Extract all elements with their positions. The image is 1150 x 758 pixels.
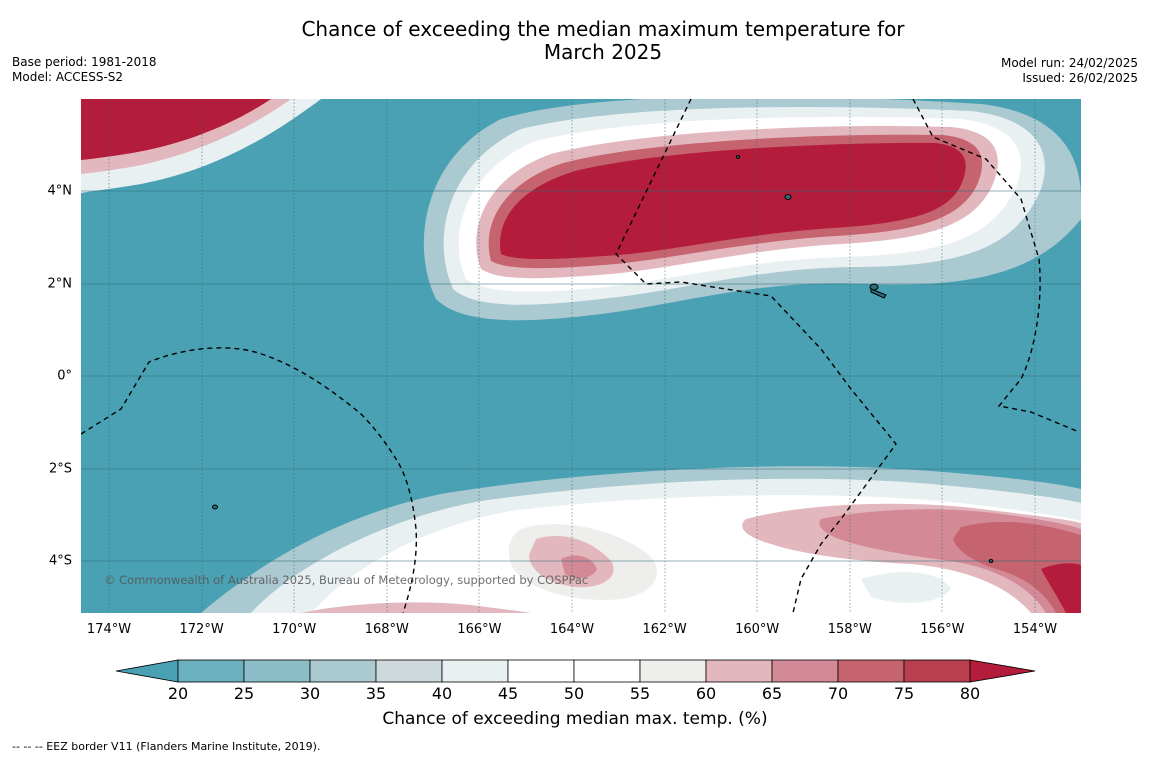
eez-borders: [81, 99, 1080, 613]
colorbar-segment: [573, 659, 641, 683]
warm-anomaly-north: [423, 99, 1081, 321]
colorbar-extend-low: [116, 659, 179, 683]
latitude-label: 2°S: [48, 461, 72, 477]
meta-right: Model run: 24/02/2025 Issued: 26/02/2025: [1001, 56, 1138, 86]
longitude-label: 162°W: [642, 622, 687, 637]
longitude-label: 160°W: [735, 622, 780, 637]
latitude-label: 4°N: [47, 183, 73, 199]
colorbar-segment: [903, 659, 971, 683]
colorbar-segment: [309, 659, 377, 683]
colorbar-tick-label: 60: [695, 684, 717, 703]
colorbar: [116, 659, 1036, 683]
longitude-label: 172°W: [179, 622, 224, 637]
colorbar-tick-label: 45: [497, 684, 519, 703]
colorbar-tick-label: 40: [431, 684, 453, 703]
model-run-date: Model run: 24/02/2025: [1000, 56, 1138, 70]
eez-legend-note: -- -- -- EEZ border V11 (Flanders Marine…: [12, 740, 321, 753]
colorbar-tick-label: 20: [167, 684, 189, 703]
islands: [212, 155, 994, 563]
colorbar-tick-label: 75: [893, 684, 915, 703]
copyright-notice: © Commonwealth of Australia 2025, Bureau…: [104, 573, 589, 587]
colorbar-tick-label: 65: [761, 684, 783, 703]
latitude-label: 0°: [57, 368, 72, 384]
title-line-2: March 2025: [543, 40, 663, 64]
colorbar-label: Chance of exceeding median max. temp. (%…: [382, 709, 768, 729]
graticule: [81, 99, 1081, 613]
map-title: Chance of exceeding the median maximum t…: [0, 18, 1150, 64]
colorbar-tick-label: 35: [365, 684, 387, 703]
colorbar-segment: [243, 659, 311, 683]
longitude-label: 164°W: [549, 622, 595, 637]
colorbar-segment: [705, 659, 773, 683]
colorbar-tick-label: 50: [563, 684, 585, 703]
base-period: Base period: 1981-2018: [12, 55, 157, 69]
issued-date: Issued: 26/02/2025: [1022, 71, 1138, 85]
longitude-label: 174°W: [86, 622, 132, 637]
title-line-1: Chance of exceeding the median maximum t…: [301, 17, 905, 41]
longitude-label: 168°W: [364, 622, 409, 637]
longitude-label: 156°W: [920, 622, 965, 637]
colorbar-tick-label: 55: [629, 684, 651, 703]
colorbar-extend-high: [969, 659, 1036, 683]
colorbar-segment: [639, 659, 707, 683]
colorbar-tick-label: 70: [827, 684, 849, 703]
colorbar-segment: [177, 659, 245, 683]
warm-anomaly-northwest: [81, 99, 321, 193]
colorbar-segment: [837, 659, 905, 683]
colorbar-tick-label: 80: [959, 684, 981, 703]
meta-left: Base period: 1981-2018 Model: ACCESS-S2: [12, 55, 157, 85]
colorbar-segment: [375, 659, 443, 683]
colorbar-tick-label: 30: [299, 684, 321, 703]
latitude-label: 2°N: [47, 276, 73, 292]
latitude-label: 4°S: [48, 553, 72, 569]
model-name: Model: ACCESS-S2: [12, 70, 124, 84]
longitude-label: 170°W: [272, 622, 317, 637]
colorbar-segment: [771, 659, 839, 683]
warm-anomaly-south: [201, 466, 1081, 613]
colorbar-segment: [441, 659, 509, 683]
colorbar-tick-label: 25: [233, 684, 255, 703]
longitude-label: 158°W: [827, 622, 872, 637]
colorbar-segment: [507, 659, 575, 683]
longitude-label: 154°W: [1012, 622, 1058, 637]
longitude-label: 166°W: [457, 622, 502, 637]
probability-map: [81, 99, 1081, 613]
